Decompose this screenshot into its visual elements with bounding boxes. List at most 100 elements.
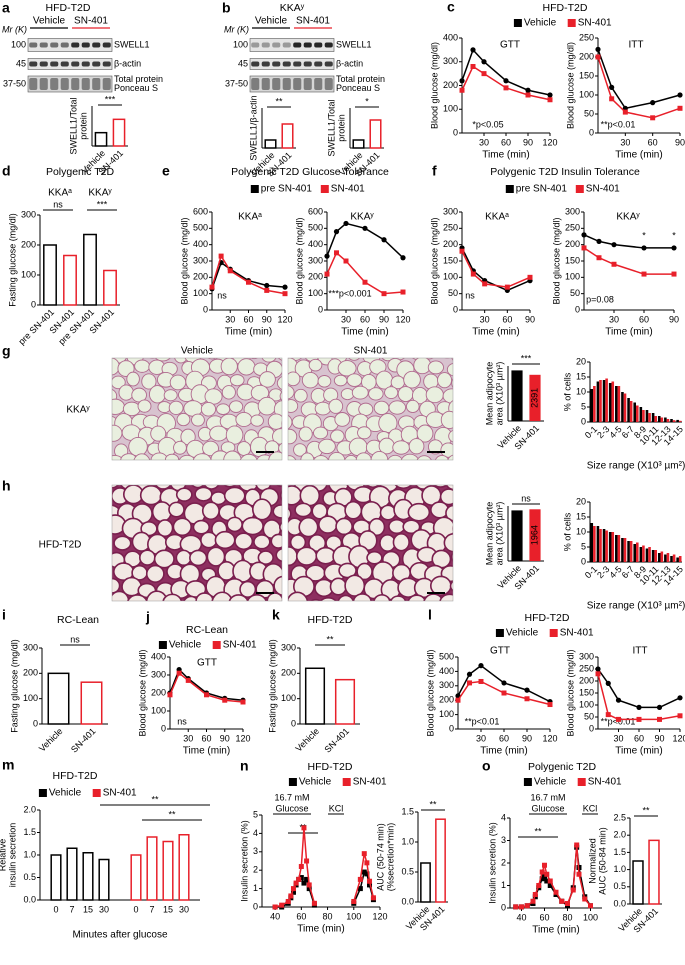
bar	[617, 386, 621, 422]
blot-row-label: β-actin	[336, 58, 363, 68]
data-point	[288, 893, 294, 899]
y-axis-label: AUC (50-84 min)	[597, 827, 607, 895]
y-tick-label: 100	[565, 272, 580, 282]
blot-band	[29, 78, 38, 90]
cell-count: 2018	[511, 386, 521, 406]
y-tick-label: 100	[281, 693, 296, 703]
blot-band	[282, 42, 291, 48]
adipocyte	[154, 358, 171, 362]
chart-subtitle: GTT	[197, 658, 217, 669]
adipocyte	[318, 438, 336, 455]
data-point	[588, 903, 593, 909]
data-point	[565, 901, 570, 906]
data-point	[218, 253, 224, 259]
blot-band	[261, 42, 270, 48]
data-point	[209, 284, 215, 290]
adipocyte	[150, 452, 169, 460]
annotation: ns	[217, 290, 227, 300]
bar	[130, 854, 142, 901]
bar	[651, 550, 655, 562]
y-tick-label: 0	[161, 723, 166, 733]
bar	[593, 526, 596, 562]
x-tick-label: 120	[372, 911, 387, 921]
data-point	[677, 713, 683, 719]
adipocyte	[288, 455, 297, 460]
y-tick-label: 0	[449, 723, 454, 733]
blot-band	[303, 42, 312, 48]
series-line	[461, 48, 551, 96]
adipocyte	[246, 594, 267, 601]
y-tick-label: 300	[151, 669, 166, 679]
bar	[657, 553, 661, 562]
group-label: KKAʸ	[88, 188, 112, 199]
data-point	[279, 902, 285, 908]
adipocyte	[416, 424, 434, 443]
bar	[590, 523, 594, 562]
x-tick-label: 120	[235, 733, 250, 743]
y-tick-label: 100	[151, 705, 166, 715]
bar	[636, 405, 639, 422]
y-tick-label: 0	[581, 556, 586, 566]
y-tick-label: 10	[576, 526, 586, 536]
data-point	[547, 878, 553, 884]
adipocyte	[337, 360, 357, 377]
x-tick-label: 120	[277, 314, 292, 324]
adipocyte	[301, 371, 319, 389]
data-point	[370, 895, 376, 901]
blot-band	[102, 42, 111, 48]
data-point	[298, 875, 304, 881]
data-point	[503, 85, 509, 91]
adipocyte	[329, 577, 348, 596]
data-point	[459, 87, 465, 93]
blot-band	[39, 61, 48, 67]
y-tick-label: 2.0	[23, 804, 36, 814]
x-axis-label: Time (min)	[472, 327, 519, 338]
data-point	[650, 115, 656, 121]
adipocyte	[150, 425, 167, 442]
adipocyte	[223, 450, 242, 460]
data-point	[536, 883, 542, 888]
annotation: p=0.08	[586, 294, 614, 304]
y-tick-label: 100	[21, 269, 36, 279]
data-point	[482, 281, 488, 287]
legend-label: SN-401	[223, 640, 257, 651]
adipocyte	[338, 562, 357, 579]
data-point	[351, 898, 357, 904]
y-tick-label: 0.0	[613, 898, 626, 908]
y-axis-label: SWELL1/Total	[326, 99, 336, 156]
annotation: ***p<0.001	[328, 288, 371, 298]
data-point	[240, 699, 246, 705]
data-point	[524, 696, 530, 702]
adipocyte	[440, 410, 453, 429]
bar	[605, 378, 608, 422]
bar	[596, 381, 600, 422]
adipocyte	[451, 358, 453, 361]
y-tick-label: 300	[193, 255, 208, 265]
blot-band	[102, 78, 111, 90]
legend-swatch	[320, 185, 329, 193]
x-tick-label: 60	[648, 137, 658, 147]
adipocyte	[214, 530, 236, 550]
adipocyte	[112, 454, 124, 460]
histology-image	[288, 485, 453, 601]
y-tick-label: 150	[579, 70, 594, 80]
adipocyte	[444, 358, 450, 359]
adipocyte	[449, 580, 453, 592]
y-tick-label: 600	[193, 206, 208, 216]
y-tick-label: 0	[453, 127, 458, 137]
adipocyte	[229, 400, 244, 413]
data-point	[539, 869, 545, 875]
adipocyte	[368, 387, 384, 401]
data-point	[596, 255, 602, 261]
chart-title: HFD-T2D	[525, 612, 570, 624]
data-point	[542, 862, 547, 868]
x-tick-label: 120	[542, 733, 557, 743]
x-axis-label: Time (min)	[605, 327, 652, 338]
panel-label: a	[2, 0, 10, 16]
x-tick-label: 90	[220, 733, 230, 743]
y-tick-label: 300	[443, 206, 458, 216]
data-point	[609, 96, 615, 102]
blot-band	[92, 78, 101, 90]
x-tick-label: 60	[243, 314, 253, 324]
adipocyte	[173, 440, 187, 455]
